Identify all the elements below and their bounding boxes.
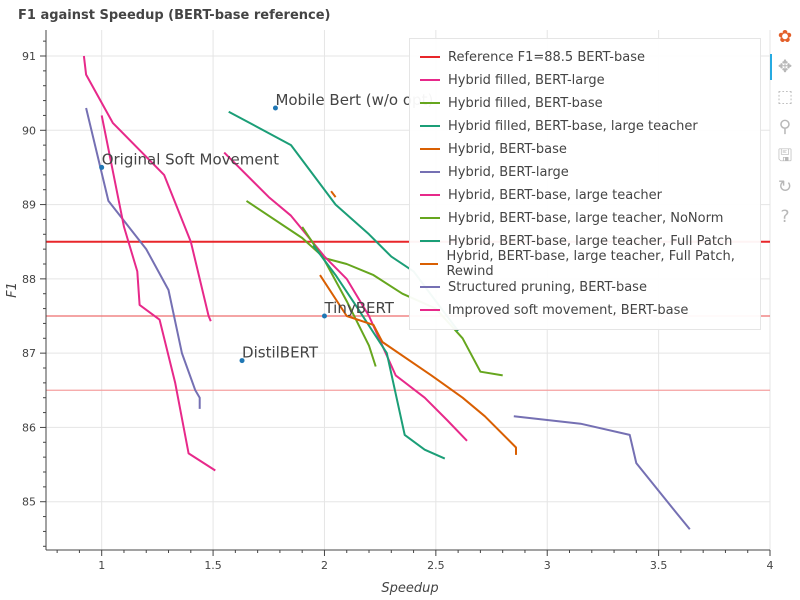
series-line-1 (82, 55, 212, 322)
legend-item[interactable]: Hybrid, BERT-base (410, 138, 760, 160)
point-label: DistilBERT (242, 344, 319, 362)
bokeh-logo-icon[interactable]: ✿ (777, 27, 793, 47)
legend-item[interactable]: Hybrid, BERT-base, large teacher, NoNorm (410, 207, 760, 229)
legend-swatch (420, 240, 440, 242)
data-point (272, 105, 278, 111)
legend-item[interactable]: Hybrid, BERT-base, large teacher, Full P… (410, 230, 760, 252)
point-label: Original Soft Movement (102, 150, 279, 168)
legend-label: Hybrid filled, BERT-base (448, 95, 603, 111)
series-line-4 (330, 190, 337, 198)
legend-label: Hybrid, BERT-base, large teacher, Full P… (446, 249, 735, 279)
legend-label: Hybrid, BERT-base, large teacher (448, 187, 662, 203)
legend-swatch (420, 79, 440, 81)
series-line-6 (223, 151, 468, 442)
chart-legend: Reference F1=88.5 BERT-base Hybrid filled… (409, 38, 761, 330)
chart-title: F1 against Speedup (BERT-base reference) (18, 8, 331, 23)
y-tick-label: 91 (22, 50, 36, 63)
series-line-2 (245, 200, 503, 377)
y-tick-label: 87 (22, 347, 36, 360)
data-point (321, 313, 327, 319)
legend-label: Hybrid, BERT-base (448, 141, 567, 157)
y-tick-label: 85 (22, 496, 36, 509)
reset-icon[interactable]: ↻ (777, 177, 793, 197)
legend-item[interactable]: Hybrid, BERT-base, large teacher (410, 184, 760, 206)
legend-label: Hybrid, BERT-base, large teacher, NoNorm (448, 210, 724, 226)
legend-swatch (420, 309, 440, 311)
legend-label: Structured pruning, BERT-base (448, 279, 647, 295)
legend-label: Improved soft movement, BERT-base (448, 302, 689, 318)
x-tick-label: 3 (544, 559, 551, 572)
legend-item[interactable]: Reference F1=88.5 BERT-base (410, 46, 760, 68)
series-line-5 (85, 107, 201, 409)
x-tick-label: 2 (321, 559, 328, 572)
active-tool-indicator (770, 54, 772, 80)
legend-item[interactable]: Hybrid, BERT-base, large teacher, Full P… (410, 249, 760, 279)
x-axis-label: Speedup (381, 581, 438, 596)
point-label: Mobile Bert (w/o opt) (275, 91, 433, 109)
y-tick-label: 89 (22, 199, 36, 212)
data-point (99, 164, 105, 170)
legend-item[interactable]: Improved soft movement, BERT-base (410, 299, 760, 321)
points-layer: Mobile Bert (w/o opt) Original Soft Movem… (99, 91, 433, 364)
legend-item[interactable]: Hybrid filled, BERT-base, large teacher (410, 115, 760, 137)
series-line-10 (513, 415, 691, 530)
legend-swatch (420, 102, 440, 104)
x-tick-label: 1 (98, 559, 105, 572)
y-tick-label: 86 (22, 421, 36, 434)
pan-icon[interactable]: ✥ (777, 57, 793, 77)
legend-swatch (420, 171, 440, 173)
series-line-8 (312, 244, 446, 460)
chart-toolbar: ✿ ✥ ⬚ ⚲ 🖫 ↻? (770, 26, 800, 266)
legend-item[interactable]: Structured pruning, BERT-base (410, 276, 760, 298)
legend-label: Reference F1=88.5 BERT-base (448, 49, 645, 65)
legend-label: Hybrid, BERT-base, large teacher, Full P… (448, 233, 733, 249)
legend-item[interactable]: Hybrid, BERT-large (410, 161, 760, 183)
series-line-9 (319, 274, 517, 455)
y-axis-label: F1 (5, 282, 20, 298)
y-tick-label: 90 (22, 124, 36, 137)
x-tick-label: 4 (767, 559, 774, 572)
legend-item[interactable]: Hybrid filled, BERT-base (410, 92, 760, 114)
legend-swatch (420, 217, 440, 219)
legend-swatch (420, 125, 440, 127)
box-zoom-icon[interactable]: ⬚ (776, 87, 794, 107)
help-icon[interactable]: ? (780, 207, 790, 227)
axes-layer: 1 1.5 2 2.5 3 3.5 4 85 86 87 88 89 90 91 (22, 30, 774, 572)
x-tick-label: 2.5 (427, 559, 445, 572)
data-point (239, 358, 245, 364)
legend-swatch (420, 286, 440, 288)
legend-label: Hybrid filled, BERT-large (448, 72, 605, 88)
save-icon[interactable]: 🖫 (777, 145, 793, 166)
point-label: TinyBERT (323, 299, 394, 317)
legend-label: Hybrid, BERT-large (448, 164, 569, 180)
legend-label: Hybrid filled, BERT-base, large teacher (448, 118, 698, 134)
legend-item[interactable]: Hybrid filled, BERT-large (410, 69, 760, 91)
wheel-zoom-icon[interactable]: ⚲ (778, 117, 792, 137)
y-tick-label: 88 (22, 273, 36, 286)
legend-swatch (420, 194, 440, 196)
x-tick-label: 3.5 (650, 559, 668, 572)
series-line-11 (100, 115, 216, 472)
legend-swatch (420, 263, 439, 265)
legend-swatch (420, 148, 440, 150)
legend-swatch (420, 56, 440, 58)
x-tick-label: 1.5 (204, 559, 222, 572)
